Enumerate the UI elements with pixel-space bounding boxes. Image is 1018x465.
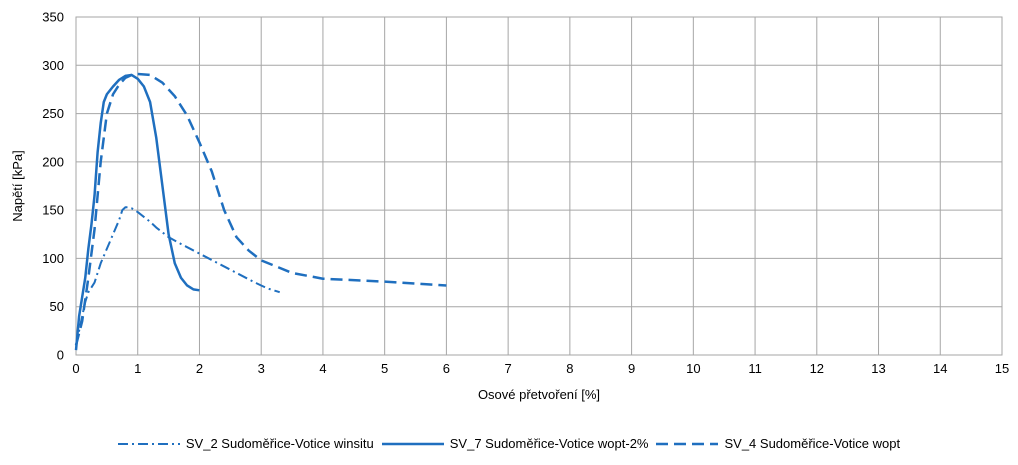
x-tick-label: 4 <box>319 361 326 376</box>
legend-swatch-dash-dot <box>117 442 180 445</box>
y-tick-label: 350 <box>42 10 64 25</box>
series-line-2 <box>74 73 200 351</box>
plot-area-frame <box>75 16 1003 356</box>
y-axis-ticks: 0 50 100 150 200 250 300 350 <box>42 10 64 363</box>
legend-item-sv7: SV_7 Sudoměřice-Votice wopt-2% <box>381 436 649 451</box>
series-line-1 <box>75 206 281 346</box>
y-tick-label: 50 <box>50 299 64 314</box>
x-axis-title: Osové přetvoření [%] <box>478 387 600 402</box>
x-tick-label: 0 <box>72 361 79 376</box>
x-tick-label: 12 <box>810 361 824 376</box>
y-tick-label: 300 <box>42 58 64 73</box>
x-tick-label: 10 <box>686 361 700 376</box>
grid <box>75 16 1003 356</box>
x-tick-label: 3 <box>258 361 265 376</box>
legend-label-sv2: SV_2 Sudoměřice-Votice winsitu <box>185 436 374 451</box>
legend-label-sv4: SV_4 Sudoměřice-Votice wopt <box>724 436 901 451</box>
x-tick-label: 7 <box>505 361 512 376</box>
x-tick-label: 9 <box>628 361 635 376</box>
legend-item-sv2: SV_2 Sudoměřice-Votice winsitu <box>117 436 374 451</box>
x-tick-label: 1 <box>134 361 141 376</box>
x-tick-label: 2 <box>196 361 203 376</box>
series-line-3 <box>74 72 447 346</box>
x-tick-label: 5 <box>381 361 388 376</box>
x-axis-ticks: 0 1 2 3 4 5 6 7 8 9 10 11 12 13 14 15 <box>72 361 1009 376</box>
legend-swatch-solid <box>381 442 444 445</box>
legend: SV_2 Sudoměřice-Votice winsitu SV_7 Sudo… <box>0 436 1018 451</box>
y-tick-label: 150 <box>42 203 64 218</box>
x-tick-label: 8 <box>566 361 573 376</box>
y-tick-label: 250 <box>42 106 64 121</box>
x-tick-label: 14 <box>933 361 947 376</box>
legend-item-sv4: SV_4 Sudoměřice-Votice wopt <box>656 436 900 451</box>
x-tick-label: 6 <box>443 361 450 376</box>
series-layer <box>74 72 447 351</box>
y-tick-label: 100 <box>42 251 64 266</box>
x-tick-label: 11 <box>748 361 762 376</box>
x-tick-label: 15 <box>995 361 1009 376</box>
legend-label-sv7: SV_7 Sudoměřice-Votice wopt-2% <box>449 436 649 451</box>
plot-border <box>75 16 1003 356</box>
legend-swatch-dashed <box>656 442 719 445</box>
y-tick-label: 200 <box>42 154 64 169</box>
y-axis-title: Napětí [kPa] <box>10 150 25 222</box>
x-tick-label: 13 <box>871 361 885 376</box>
y-tick-label: 0 <box>57 348 64 363</box>
